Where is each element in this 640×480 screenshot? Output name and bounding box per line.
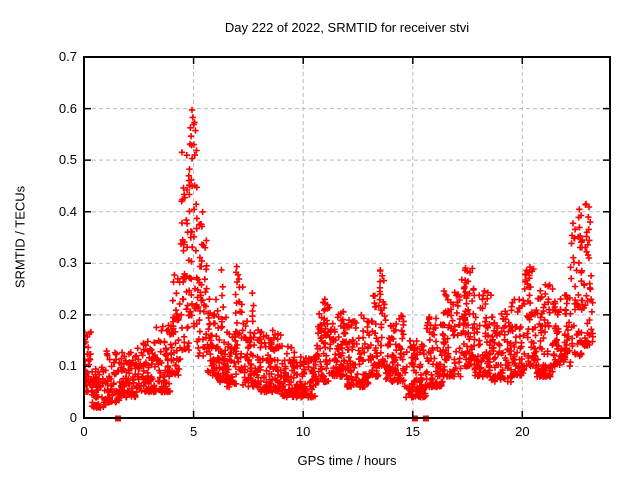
x-tick-label: 20	[515, 424, 530, 439]
x-tick-label: 10	[295, 424, 311, 439]
y-tick-label: 0.4	[58, 203, 77, 219]
y-tick-label: 0.5	[58, 152, 77, 168]
y-tick-label: 0.6	[58, 100, 77, 116]
chart-title: Day 222 of 2022, SRMTID for receiver stv…	[224, 20, 470, 35]
y-tick-label: 0.2	[58, 306, 77, 322]
y-tick-label: 0	[69, 410, 77, 425]
y-tick-label: 0.1	[58, 358, 77, 374]
plot-border	[83, 56, 611, 419]
y-tick-label: 0.7	[58, 49, 77, 64]
x-axis-label: GPS time / hours	[297, 453, 397, 468]
x-tick-label: 5	[189, 424, 198, 439]
x-tick-label: 0	[80, 424, 88, 439]
x-tick-label: 15	[405, 424, 420, 439]
y-tick-label: 0.3	[58, 255, 77, 271]
scatter-points	[85, 106, 596, 411]
y-axis-label: SRMTID / TECUs	[12, 185, 28, 289]
axis-ticks	[83, 56, 610, 419]
